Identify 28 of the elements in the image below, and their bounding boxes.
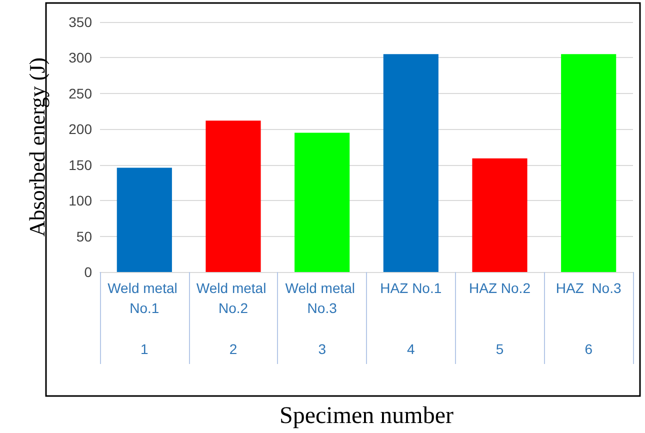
bar	[116, 168, 172, 272]
text: 5	[496, 341, 504, 357]
bar	[472, 158, 528, 272]
y-tick-label: 300	[68, 50, 92, 66]
y-tick-label: 250	[68, 85, 92, 102]
y-tick-label: 50	[76, 228, 92, 244]
text: 2	[229, 341, 238, 357]
y-axis-title: Absorbed energy (J)	[24, 57, 50, 237]
y-tick-label: 200	[68, 121, 92, 138]
y-tick-label: 350	[68, 14, 92, 30]
y-tick-label: 100	[68, 192, 92, 209]
bar	[206, 120, 261, 272]
x-tick-label: Weld metal No.3	[285, 280, 359, 316]
x-tick-label: Weld metal No.2	[196, 280, 270, 316]
y-tick-label: 0	[84, 264, 92, 280]
x-tick-label: Weld metal No.1	[108, 280, 182, 316]
bar	[294, 132, 350, 272]
text: 6	[584, 341, 593, 357]
y-tick-label: 150	[68, 156, 92, 173]
bar	[383, 54, 438, 272]
x-tick-label: HAZ No.1	[380, 280, 442, 296]
bar	[561, 54, 616, 272]
x-tick-label: HAZ No.2	[469, 280, 531, 296]
text: 4	[407, 341, 416, 357]
x-axis-title: Specimen number	[280, 403, 454, 429]
text: 1	[140, 341, 149, 357]
text: 3	[318, 341, 326, 357]
x-tick-label: HAZ No.3	[556, 280, 622, 296]
